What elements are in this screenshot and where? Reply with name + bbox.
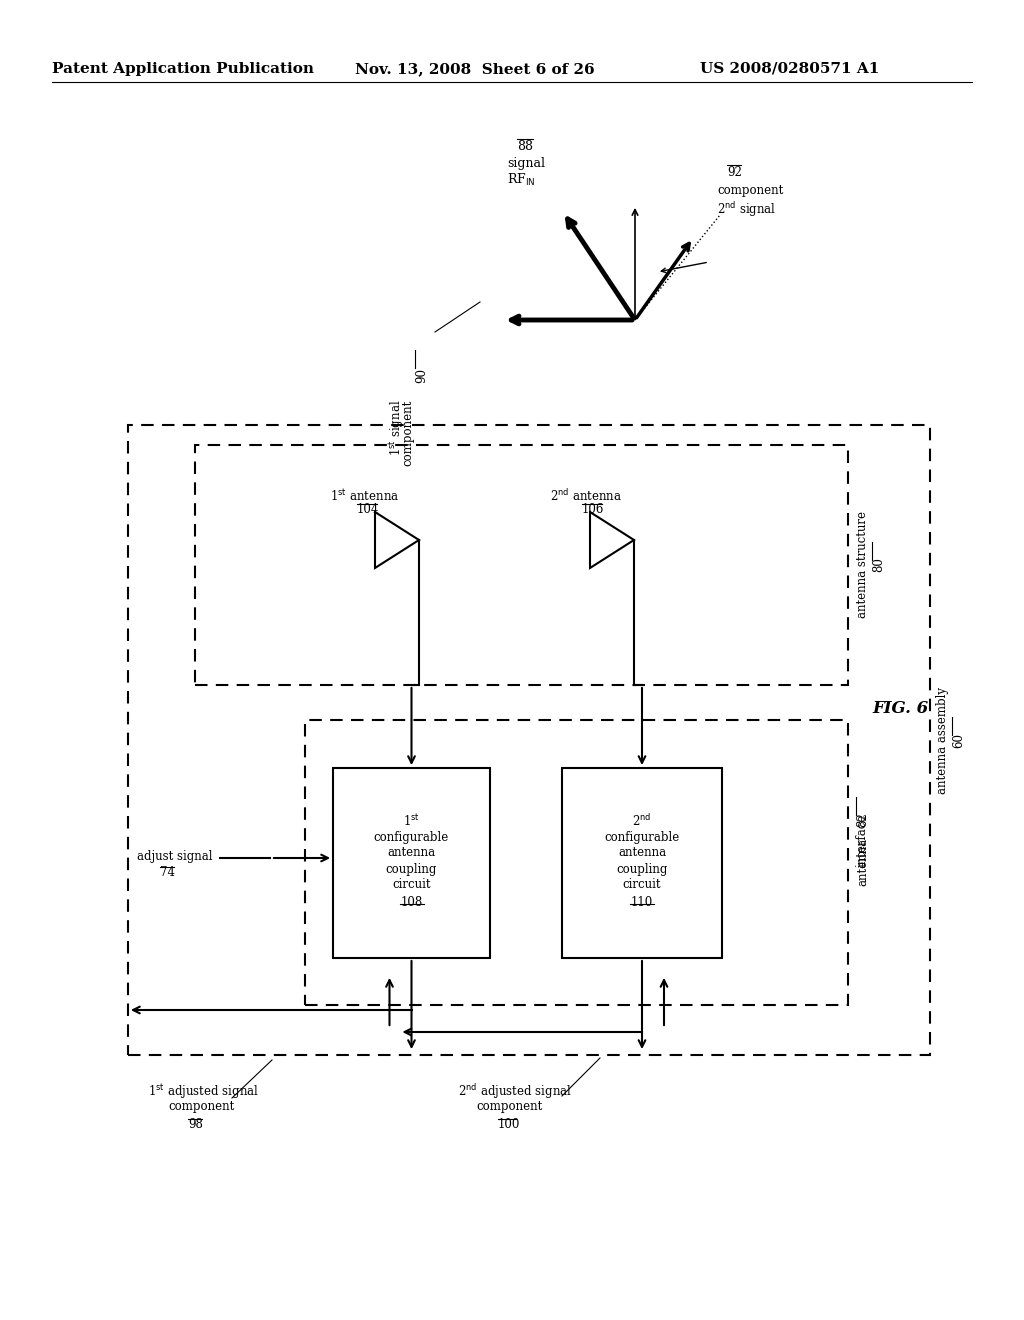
Text: coupling: coupling (616, 862, 668, 875)
Text: component: component (717, 183, 783, 197)
Text: 110: 110 (631, 896, 653, 909)
Text: 60: 60 (952, 733, 965, 747)
Text: configurable: configurable (604, 830, 680, 843)
Text: circuit: circuit (392, 879, 431, 891)
Text: 98: 98 (188, 1118, 203, 1131)
Bar (562, 768, 722, 958)
Text: US 2008/0280571 A1: US 2008/0280571 A1 (700, 62, 880, 77)
Text: 82: 82 (856, 813, 869, 828)
Text: 80: 80 (872, 557, 885, 573)
Text: 90: 90 (415, 368, 428, 383)
Text: 88: 88 (517, 140, 534, 153)
Text: antenna: antenna (856, 838, 869, 886)
Text: antenna: antenna (617, 846, 666, 859)
Text: 2$^{\rm nd}$: 2$^{\rm nd}$ (633, 813, 651, 829)
Text: 108: 108 (400, 896, 423, 909)
Bar (333, 768, 490, 958)
Text: component: component (476, 1100, 543, 1113)
Text: 74: 74 (160, 866, 175, 879)
Text: 100: 100 (498, 1118, 520, 1131)
Text: 1$^{\rm st}$ antenna: 1$^{\rm st}$ antenna (330, 488, 399, 504)
Text: RF$_{\rm IN}$: RF$_{\rm IN}$ (507, 172, 536, 187)
Text: configurable: configurable (374, 830, 450, 843)
Text: 2$^{\rm nd}$ signal: 2$^{\rm nd}$ signal (717, 201, 776, 219)
Text: antenna assembly: antenna assembly (936, 686, 949, 793)
Text: 92: 92 (727, 166, 741, 180)
Text: antenna: antenna (387, 846, 435, 859)
Text: FIG. 6: FIG. 6 (872, 700, 928, 717)
Text: component: component (401, 400, 414, 466)
Bar (195, 445, 848, 685)
Text: Patent Application Publication: Patent Application Publication (52, 62, 314, 77)
Bar (305, 719, 848, 1005)
Text: component: component (168, 1100, 234, 1113)
Bar (128, 425, 930, 1055)
Text: 2$^{\rm nd}$ antenna: 2$^{\rm nd}$ antenna (550, 488, 623, 504)
Text: signal: signal (507, 157, 545, 170)
Text: coupling: coupling (386, 862, 437, 875)
Text: 106: 106 (582, 503, 604, 516)
Text: Nov. 13, 2008  Sheet 6 of 26: Nov. 13, 2008 Sheet 6 of 26 (355, 62, 595, 77)
Text: circuit: circuit (623, 879, 662, 891)
Text: interface: interface (856, 813, 869, 867)
Text: 2$^{\rm nd}$ adjusted signal: 2$^{\rm nd}$ adjusted signal (458, 1082, 572, 1101)
Text: 1$^{\rm st}$ adjusted signal: 1$^{\rm st}$ adjusted signal (148, 1082, 259, 1101)
Text: 1$^{\rm st}$: 1$^{\rm st}$ (403, 813, 420, 829)
Text: antenna structure: antenna structure (856, 511, 869, 619)
Text: adjust signal: adjust signal (137, 850, 213, 863)
Text: 1$^{\rm st}$ signal: 1$^{\rm st}$ signal (387, 400, 406, 457)
Text: 104: 104 (357, 503, 379, 516)
